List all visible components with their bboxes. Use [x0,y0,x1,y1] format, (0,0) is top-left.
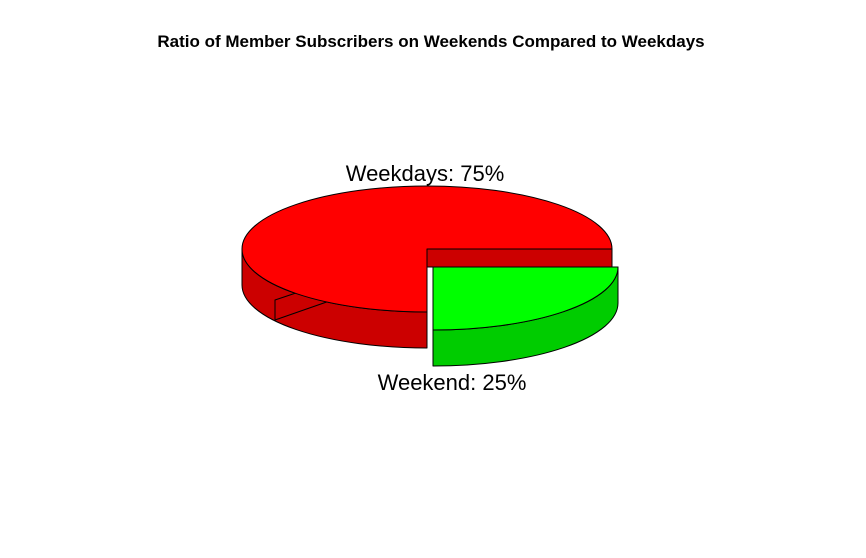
data-label-weekdays: Weekdays: 75% [346,161,505,186]
chart-title: Ratio of Member Subscribers on Weekends … [157,32,704,51]
pie-slice-weekend [432,266,619,367]
weekend-slice-top [432,266,619,331]
weekdays-slice-top [241,185,613,313]
data-label-weekend: Weekend: 25% [378,370,527,395]
